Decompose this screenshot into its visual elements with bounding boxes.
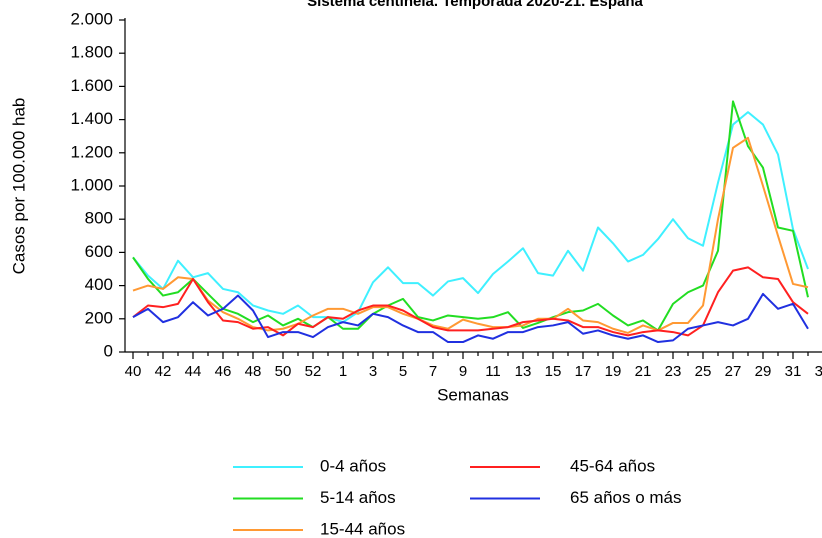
x-tick-label: 33: [815, 363, 822, 380]
y-tick-label: 1.000: [70, 175, 113, 194]
x-tick-label: 17: [575, 363, 592, 380]
x-tick-label: 40: [125, 363, 142, 380]
y-tick-label: 400: [85, 275, 113, 294]
series-line: [132, 111, 809, 324]
x-tick-label: 23: [665, 363, 682, 380]
legend-label: 65 años o más: [570, 488, 682, 507]
x-axis-label: Semanas: [437, 385, 509, 404]
legend-label: 5-14 años: [320, 488, 396, 507]
x-tick-label: 25: [695, 363, 712, 380]
x-tick-label: 7: [429, 363, 437, 380]
x-tick-label: 29: [755, 363, 772, 380]
x-tick-label: 19: [605, 363, 622, 380]
x-tick-label: 50: [275, 363, 292, 380]
chart-title: Sistema centinela. Temporada 2020-21. Es…: [307, 0, 643, 10]
x-tick-label: 52: [305, 363, 322, 380]
x-tick-label: 13: [515, 363, 532, 380]
y-tick-label: 800: [85, 209, 113, 228]
legend-label: 0-4 años: [320, 456, 386, 475]
x-tick-label: 21: [635, 363, 652, 380]
legend-label: 45-64 años: [570, 456, 655, 475]
x-tick-label: 27: [725, 363, 742, 380]
x-tick-label: 15: [545, 363, 562, 380]
x-tick-label: 31: [785, 363, 802, 380]
series-line: [132, 136, 809, 334]
x-tick-label: 11: [485, 363, 501, 380]
x-tick-label: 42: [155, 363, 172, 380]
y-tick-label: 1.400: [70, 109, 113, 128]
x-tick-label: 44: [185, 363, 202, 380]
x-tick-label: 5: [399, 363, 407, 380]
series-line: [132, 266, 809, 337]
y-tick-label: 2.000: [70, 9, 113, 28]
y-tick-label: 600: [85, 242, 113, 261]
y-tick-label: 1.200: [70, 142, 113, 161]
x-tick-label: 48: [245, 363, 262, 380]
series-line: [132, 292, 809, 344]
x-tick-label: 1: [339, 363, 347, 380]
x-tick-label: 3: [369, 363, 377, 380]
x-tick-label: 46: [215, 363, 232, 380]
y-tick-label: 200: [85, 308, 113, 327]
series-line: [132, 100, 809, 332]
y-tick-label: 1.800: [70, 43, 113, 62]
y-axis-label: Casos por 100.000 hab: [9, 98, 28, 275]
y-tick-label: 0: [104, 341, 113, 360]
y-tick-label: 1.600: [70, 76, 113, 95]
legend-label: 15-44 años: [320, 519, 405, 538]
x-tick-label: 9: [459, 363, 467, 380]
